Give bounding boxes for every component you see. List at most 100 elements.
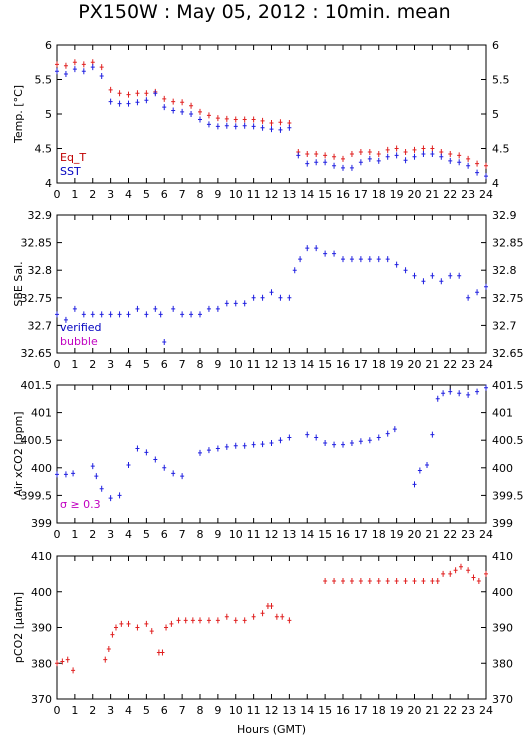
ytick-label-right: 410 bbox=[492, 550, 513, 563]
data-point bbox=[394, 145, 399, 152]
xtick-label: 16 bbox=[336, 188, 350, 201]
xtick-label: 24 bbox=[479, 358, 493, 371]
xtick-label: 14 bbox=[300, 528, 314, 541]
data-point bbox=[358, 578, 363, 585]
xtick-label: 3 bbox=[107, 528, 114, 541]
data-point bbox=[278, 294, 283, 301]
data-point bbox=[72, 66, 77, 73]
xtick-label: 11 bbox=[247, 528, 261, 541]
data-point bbox=[81, 311, 86, 318]
data-point bbox=[430, 145, 435, 152]
xtick-label: 15 bbox=[318, 704, 332, 717]
data-point bbox=[55, 61, 59, 68]
xtick-label: 17 bbox=[354, 188, 368, 201]
xtick-label: 10 bbox=[229, 528, 243, 541]
xtick-label: 6 bbox=[161, 528, 168, 541]
ytick-label-left: 32.85 bbox=[21, 237, 53, 250]
data-point bbox=[466, 567, 471, 574]
data-point bbox=[126, 620, 131, 627]
data-point bbox=[349, 151, 354, 158]
data-point bbox=[475, 289, 480, 296]
data-point bbox=[305, 431, 310, 438]
xtick-label: 3 bbox=[107, 188, 114, 201]
data-point bbox=[314, 245, 319, 252]
data-point bbox=[242, 617, 247, 624]
annotation-label: σ ≥ 0.3 bbox=[60, 498, 101, 511]
data-point bbox=[108, 86, 113, 93]
data-point bbox=[280, 613, 285, 620]
data-point bbox=[110, 631, 115, 638]
x-axis-label: Hours (GMT) bbox=[237, 723, 306, 736]
data-point bbox=[126, 91, 131, 98]
ytick-label-right: 6 bbox=[492, 39, 499, 52]
data-point bbox=[224, 300, 229, 307]
ytick-label-right: 4 bbox=[492, 177, 499, 190]
data-point bbox=[81, 68, 86, 75]
data-point bbox=[72, 305, 77, 312]
xtick-label: 16 bbox=[336, 358, 350, 371]
data-point bbox=[394, 578, 399, 585]
data-point bbox=[394, 261, 399, 268]
data-point bbox=[323, 439, 328, 446]
data-point bbox=[180, 108, 185, 115]
xtick-label: 4 bbox=[125, 704, 132, 717]
xtick-label: 17 bbox=[354, 358, 368, 371]
data-point bbox=[412, 578, 417, 585]
y-axis-label: pCO2 [µatm] bbox=[12, 592, 25, 663]
data-point bbox=[367, 256, 372, 263]
data-point bbox=[412, 272, 417, 279]
xtick-label: 15 bbox=[318, 528, 332, 541]
xtick-label: 17 bbox=[354, 528, 368, 541]
data-point bbox=[296, 152, 301, 159]
data-point bbox=[287, 617, 292, 624]
data-point bbox=[99, 311, 104, 318]
data-point bbox=[90, 311, 95, 318]
xtick-label: 7 bbox=[179, 188, 186, 201]
data-point bbox=[403, 267, 408, 274]
ytick-label-right: 399.5 bbox=[492, 489, 524, 502]
data-point bbox=[412, 153, 417, 160]
data-point bbox=[189, 102, 194, 109]
data-point bbox=[314, 434, 319, 441]
data-point bbox=[160, 649, 165, 656]
data-point bbox=[233, 442, 238, 449]
data-point bbox=[126, 100, 131, 107]
data-point bbox=[349, 164, 354, 171]
data-point bbox=[358, 438, 363, 445]
data-point bbox=[233, 300, 238, 307]
ytick-label-left: 32.8 bbox=[28, 264, 53, 277]
data-point bbox=[90, 64, 95, 71]
xtick-label: 20 bbox=[408, 528, 422, 541]
data-point bbox=[260, 124, 265, 131]
data-point bbox=[117, 492, 122, 499]
xtick-label: 13 bbox=[282, 704, 296, 717]
data-point bbox=[206, 121, 211, 128]
xtick-label: 8 bbox=[197, 528, 204, 541]
data-point bbox=[126, 311, 131, 318]
data-point bbox=[135, 624, 140, 631]
data-point bbox=[421, 578, 426, 585]
ytick-label-left: 4 bbox=[45, 177, 52, 190]
data-point bbox=[448, 151, 453, 158]
xtick-label: 5 bbox=[143, 704, 150, 717]
xtick-label: 18 bbox=[372, 704, 386, 717]
ytick-label-left: 380 bbox=[31, 657, 52, 670]
data-point bbox=[206, 447, 211, 454]
data-point bbox=[108, 98, 113, 105]
data-point bbox=[55, 68, 59, 75]
data-point bbox=[323, 250, 328, 257]
ytick-label-left: 6 bbox=[45, 39, 52, 52]
xtick-label: 19 bbox=[390, 704, 404, 717]
data-point bbox=[153, 90, 158, 97]
data-point bbox=[412, 481, 417, 488]
data-point bbox=[164, 624, 169, 631]
data-point bbox=[376, 578, 381, 585]
data-point bbox=[367, 437, 372, 444]
data-point bbox=[106, 645, 111, 652]
xtick-label: 21 bbox=[425, 358, 439, 371]
data-point bbox=[457, 159, 462, 166]
data-point bbox=[376, 434, 381, 441]
xtick-label: 5 bbox=[143, 358, 150, 371]
xtick-label: 18 bbox=[372, 528, 386, 541]
xtick-label: 24 bbox=[479, 528, 493, 541]
